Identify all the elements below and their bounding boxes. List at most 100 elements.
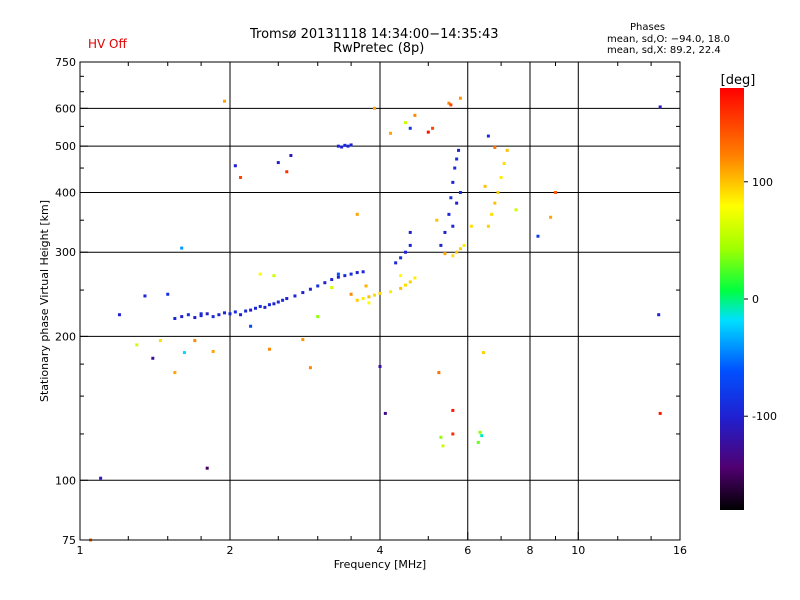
data-point	[441, 444, 445, 448]
x-tick-label: 6	[464, 544, 471, 557]
data-point	[180, 246, 184, 250]
data-point	[426, 130, 430, 134]
data-point	[117, 313, 121, 317]
data-point	[458, 96, 462, 100]
data-point	[285, 297, 289, 301]
data-point	[349, 292, 353, 296]
data-point	[462, 243, 466, 247]
data-point	[493, 201, 497, 205]
data-point	[135, 343, 139, 347]
data-point	[308, 366, 312, 370]
data-point	[249, 324, 253, 328]
data-point	[233, 310, 237, 314]
data-point	[263, 305, 267, 309]
data-point	[408, 243, 412, 247]
data-point	[349, 272, 353, 276]
data-point	[413, 113, 417, 117]
colorbar-tick-label: 0	[752, 293, 759, 306]
data-point	[451, 432, 455, 436]
x-tick-label: 16	[673, 544, 687, 557]
data-point	[349, 143, 353, 147]
data-point	[340, 145, 344, 149]
data-point	[399, 274, 403, 278]
data-point	[233, 164, 237, 168]
data-point	[316, 284, 320, 288]
data-point	[281, 298, 285, 302]
data-point	[199, 312, 203, 316]
data-point	[330, 278, 334, 282]
data-point	[367, 295, 371, 299]
data-point	[182, 351, 186, 355]
data-point	[389, 290, 393, 294]
data-point	[443, 252, 447, 256]
data-point	[437, 371, 441, 375]
data-point	[336, 144, 340, 148]
data-point	[493, 145, 497, 149]
data-point	[408, 126, 412, 130]
x-tick-label: 4	[377, 544, 384, 557]
data-point	[217, 313, 221, 317]
data-point	[272, 274, 276, 278]
data-point	[249, 308, 253, 312]
data-point	[447, 212, 451, 216]
data-point	[293, 294, 297, 298]
data-point	[205, 466, 209, 470]
data-point	[443, 230, 447, 234]
data-point	[223, 99, 227, 103]
data-point	[276, 300, 280, 304]
data-point	[403, 121, 407, 125]
data-point	[336, 275, 340, 279]
data-point	[180, 315, 184, 319]
data-point	[394, 261, 398, 265]
data-point	[228, 312, 232, 316]
stats-line-o: mean, sd,O: −94.0, 18.0	[607, 34, 730, 45]
data-point	[449, 196, 453, 200]
data-point	[458, 247, 462, 251]
data-point	[403, 283, 407, 287]
plot-subtitle: RwPretec (8p)	[333, 41, 425, 56]
data-point	[483, 184, 487, 188]
data-point	[408, 280, 412, 284]
data-point	[439, 243, 443, 247]
data-point	[447, 101, 451, 105]
data-point	[151, 356, 155, 360]
data-point	[330, 286, 334, 290]
data-point	[289, 154, 293, 158]
data-point	[361, 270, 365, 274]
data-point	[239, 175, 243, 179]
data-point	[193, 339, 197, 343]
colorbar-label: [deg]	[721, 73, 756, 88]
data-point	[355, 271, 359, 275]
data-point	[355, 212, 359, 216]
data-point	[361, 297, 365, 301]
data-point	[373, 106, 377, 110]
x-tick-label: 10	[571, 544, 585, 557]
data-point	[455, 250, 459, 254]
data-point	[267, 303, 271, 307]
plot-title: Tromsø 20131118 14:34:00−14:35:43	[250, 27, 499, 42]
colorbar-tick-label: 100	[752, 176, 773, 189]
data-point	[451, 408, 455, 412]
data-point	[336, 272, 340, 276]
y-tick-label: 200	[55, 330, 76, 343]
data-point	[364, 284, 368, 288]
data-point	[389, 131, 393, 135]
data-point	[458, 190, 462, 194]
data-point	[223, 311, 227, 315]
x-axis-label: Frequency [MHz]	[334, 558, 426, 571]
data-point	[435, 218, 439, 222]
data-point	[343, 143, 347, 147]
data-point	[193, 316, 197, 320]
data-point	[505, 148, 509, 152]
data-point	[431, 126, 435, 130]
data-point	[403, 250, 407, 254]
data-point	[267, 347, 271, 351]
data-point	[486, 134, 490, 138]
y-tick-label: 750	[55, 56, 76, 69]
y-tick-label: 100	[55, 474, 76, 487]
data-point	[99, 476, 103, 480]
data-point	[514, 208, 518, 212]
data-point	[308, 287, 312, 291]
data-point	[239, 313, 243, 317]
